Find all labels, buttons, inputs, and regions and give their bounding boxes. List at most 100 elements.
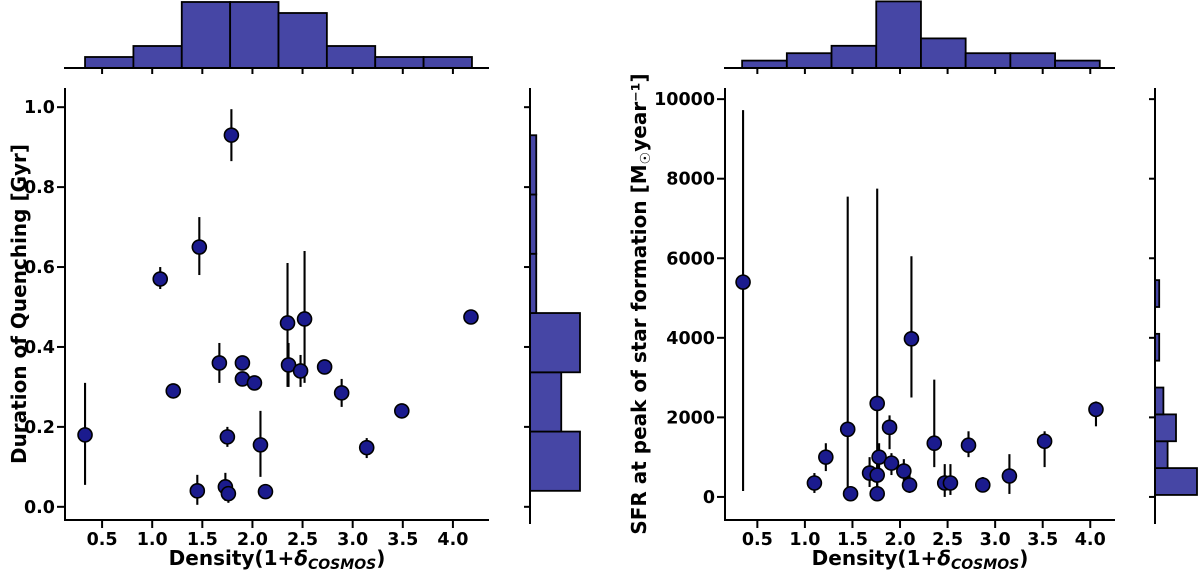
scatter-point [842,485,859,502]
scatter-point [883,455,900,471]
histogram-bar [964,52,1012,69]
x-tick-label: 0.5 [87,530,118,550]
scatter-point [974,477,991,493]
x-tick-label: 4.0 [1075,530,1106,550]
main-axes: 0.5 1.0 1.5 2.0 2.5 3.0 3.5 4.0 0.0 0.2 0.4 0.6 0.8 1… [24,88,489,550]
scatter-point [926,435,943,452]
x-tick-label: 1.5 [837,530,868,550]
x-tick-label: 4.0 [437,530,468,550]
scatter-points [735,274,1104,502]
top-marginal-histogram [724,0,1115,74]
x-tick-label: 1.5 [187,530,218,550]
x-tick-label: 3.0 [337,530,368,550]
scatter-point [903,331,920,347]
y-tick-label: 1.0 [24,98,55,118]
side-marginal-histogram [1149,88,1198,524]
histogram-bar [920,37,967,69]
histogram-bar [229,1,280,69]
scatter-point [223,127,240,143]
scatter-point [252,437,269,453]
x-tick-label: 0.5 [742,530,773,550]
y-tick-label: 0.0 [24,498,55,518]
histogram-bar [529,430,581,492]
y-tick-label: 0.4 [24,338,55,358]
x-tick-label: 2.5 [932,530,963,550]
scatter-point [191,239,208,255]
scatter-point [333,385,350,401]
scatter-point [869,485,885,502]
x-tick-label: 3.0 [980,530,1011,550]
y-tick-label: 0.6 [24,258,55,278]
scatter-point [189,483,206,499]
panel-right: 0.5 1.0 1.5 2.0 2.5 3.0 3.5 4.0 0 2000 4000 6000 800… [627,0,1198,573]
histogram-bar [1154,440,1169,469]
y-tick-label: 4000 [666,329,715,349]
scatter-point [152,271,169,287]
histogram-bar [875,0,922,69]
main-axes: 0.5 1.0 1.5 2.0 2.5 3.0 3.5 4.0 0 2000 4000 6000 800… [654,88,1115,550]
scatter-point [279,315,296,331]
histogram-bar [84,56,135,69]
y-tick-label: 0.2 [24,418,55,438]
scatter-point [839,421,856,438]
scatter-point [296,311,313,327]
scatter-point [219,429,236,445]
x-tick-label: 1.0 [789,530,820,550]
histogram-bar [1054,59,1101,69]
histogram-bar [1154,413,1177,443]
scatter-point [358,439,375,456]
y-axis-label: SFR at peak of star formation [M☉year⁻¹] [627,73,654,534]
scatter-points [77,127,479,502]
scatter-point [1001,468,1018,484]
error-bars [83,109,473,505]
x-tick-label: 2.5 [287,530,318,550]
histogram-bar [785,52,833,69]
scatter-point [211,355,228,371]
y-tick-label: 8000 [666,170,715,190]
histogram-bar [374,56,425,69]
histogram-bar [529,371,563,433]
x-tick-label: 2.0 [237,530,268,550]
scatter-point [316,359,333,375]
scatter-point [220,485,237,502]
scatter-point [896,463,912,479]
histogram-bar [1154,467,1198,496]
histogram-bar [132,45,183,69]
scatter-point [1088,401,1104,418]
x-tick-label: 2.0 [885,530,916,550]
scatter-point [806,475,823,491]
histogram-bar [422,56,473,69]
x-axis-label: Density(1+δCOSMOS) [812,546,1029,573]
scatter-point [280,357,297,373]
histogram-bar [529,312,581,374]
scatter-point [869,467,885,483]
scatter-point [77,427,93,443]
scatter-point [234,355,251,371]
side-marginal-histogram [524,88,581,524]
scatter-point [735,274,751,290]
scatter-point [463,309,479,325]
scatter-point [292,363,309,379]
histogram-bar [180,1,232,69]
histogram-bar [325,45,377,69]
top-marginal-histogram [64,1,489,74]
scatter-point [942,475,959,491]
panel-left: 0.5 1.0 1.5 2.0 2.5 3.0 3.5 4.0 0.0 0.2 0.4 0.6 0.8 1… [7,1,581,573]
scatter-point [881,419,898,436]
scatter-point [818,449,834,465]
y-tick-label: 0.8 [24,178,55,198]
y-tick-label: 10000 [654,90,715,110]
scatter-point [960,437,977,454]
y-axis-label: Duration of Quenching [Gyr] [7,144,31,464]
histogram-bar [1009,52,1056,69]
scatter-point [869,395,885,412]
histogram-bar [830,44,878,69]
histogram-bar [741,59,788,69]
x-axis-label: Density(1+δCOSMOS) [169,546,386,573]
x-tick-label: 3.5 [1027,530,1058,550]
x-tick-label: 1.0 [137,530,168,550]
scatter-point [1036,433,1053,450]
x-tick-label: 3.5 [387,530,418,550]
